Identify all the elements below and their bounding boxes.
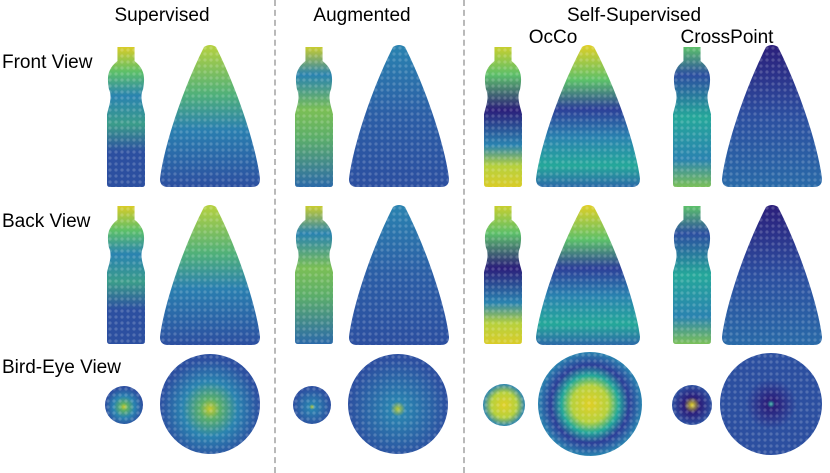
supervised-bird-cone [160,354,260,454]
supervised-front-bottle [107,47,145,187]
separator-2 [463,0,465,473]
crosspoint-back-bottle [673,206,711,344]
augmented-bird-cone [348,354,448,454]
crosspoint-back-cone [722,205,822,345]
augmented-front-cone [349,45,449,187]
crosspoint-bird-bottle [672,385,712,425]
supervised-back-bottle [107,206,145,344]
row-label-front: Front View [2,52,93,73]
row-label-back: Back View [2,211,91,232]
supervised-bird-bottle [105,386,143,424]
header-crosspoint: CrossPoint [680,27,774,48]
header-occo: OcCo [528,27,578,48]
supervised-back-cone [160,205,260,345]
row-label-bird: Bird-Eye View [2,357,121,378]
crosspoint-bird-cone [720,353,822,455]
occo-back-bottle [484,206,522,344]
augmented-front-bottle [295,47,333,187]
supervised-front-cone [160,45,260,187]
header-augmented: Augmented [313,5,411,26]
occo-front-cone [536,45,640,187]
occo-bird-bottle [483,384,525,426]
augmented-bird-bottle [293,386,331,424]
occo-back-cone [536,205,640,345]
header-self-supervised: Self-Supervised [566,5,702,26]
separator-1 [274,0,276,473]
header-supervised: Supervised [114,5,210,26]
augmented-back-bottle [295,206,333,344]
occo-front-bottle [484,47,522,187]
augmented-back-cone [349,205,449,345]
crosspoint-front-cone [722,45,822,187]
crosspoint-front-bottle [673,47,711,187]
occo-bird-cone [538,352,642,456]
